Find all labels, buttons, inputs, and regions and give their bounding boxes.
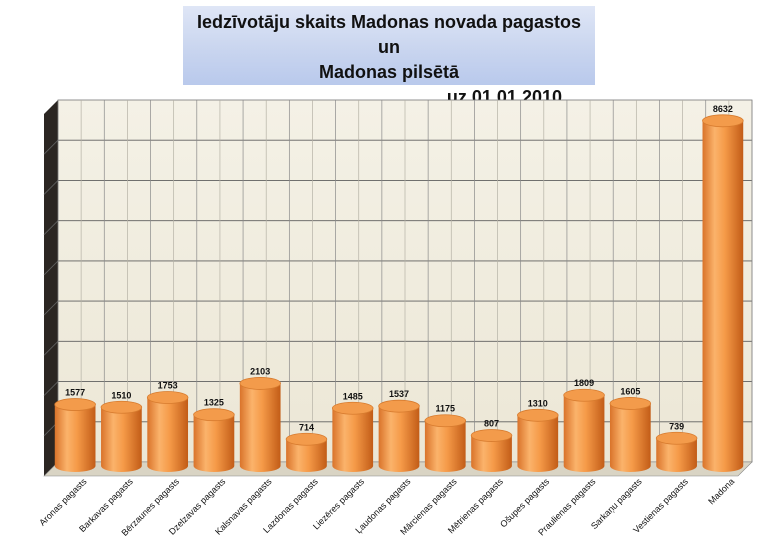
bar-body bbox=[332, 408, 374, 473]
bar bbox=[54, 398, 96, 473]
value-label: 1485 bbox=[343, 391, 363, 401]
bar-top bbox=[100, 400, 143, 414]
bar-body bbox=[193, 414, 235, 472]
bar-top bbox=[146, 391, 189, 404]
value-label: 1310 bbox=[528, 398, 548, 408]
value-label: 1577 bbox=[65, 388, 85, 398]
bar bbox=[702, 114, 744, 473]
bar-body bbox=[517, 415, 559, 473]
bar-top bbox=[285, 432, 328, 446]
bar bbox=[470, 429, 513, 473]
value-label: 739 bbox=[669, 421, 684, 431]
value-label: 2103 bbox=[250, 366, 270, 376]
bar bbox=[193, 408, 235, 472]
bar-top bbox=[563, 388, 605, 402]
bar-top bbox=[378, 399, 420, 413]
bar-top bbox=[331, 401, 374, 415]
bar-top bbox=[424, 414, 467, 428]
h-gridline-side bbox=[43, 381, 59, 396]
value-label: 714 bbox=[299, 422, 314, 432]
bar bbox=[285, 432, 328, 472]
value-label: 1537 bbox=[389, 389, 409, 399]
bar bbox=[655, 431, 698, 473]
bar-body bbox=[471, 435, 512, 473]
bar-body bbox=[239, 383, 281, 472]
value-label: 1175 bbox=[436, 404, 456, 414]
chart-title-line2: Madonas pilsētā bbox=[318, 62, 460, 82]
category-label: Aronas pagasts bbox=[37, 476, 89, 528]
h-gridline-side bbox=[43, 220, 59, 235]
bar-top bbox=[54, 398, 96, 411]
bar bbox=[517, 408, 559, 473]
bar-top bbox=[193, 408, 235, 422]
bar-top bbox=[655, 431, 698, 445]
bar-body bbox=[101, 407, 142, 472]
bar-body bbox=[54, 404, 96, 473]
value-label: 1325 bbox=[204, 398, 224, 408]
bar-body bbox=[702, 120, 744, 473]
h-gridline-side bbox=[43, 300, 59, 316]
chart-title-line1: Iedzīvotāju skaits Madonas novada pagast… bbox=[196, 12, 582, 57]
category-label: Madona bbox=[706, 476, 736, 506]
value-label: 1809 bbox=[574, 378, 594, 388]
bar-body bbox=[424, 420, 466, 472]
bar bbox=[609, 397, 652, 473]
bar-top bbox=[470, 429, 513, 442]
h-gridline-side bbox=[43, 341, 59, 356]
h-gridline-side bbox=[43, 260, 59, 276]
bar bbox=[146, 391, 189, 472]
bar-top bbox=[609, 397, 652, 410]
bar-body bbox=[147, 397, 189, 472]
side-wall bbox=[44, 100, 58, 476]
value-label: 1510 bbox=[111, 390, 131, 400]
bar-body bbox=[563, 395, 605, 473]
bar-body bbox=[378, 406, 420, 473]
bar bbox=[378, 399, 420, 473]
bar-body bbox=[656, 438, 697, 473]
bar-body bbox=[286, 439, 327, 472]
chart-title: Iedzīvotāju skaits Madonas novada pagast… bbox=[183, 6, 595, 107]
h-gridline-side bbox=[43, 180, 59, 195]
bar bbox=[331, 401, 374, 473]
bar-top bbox=[702, 114, 744, 128]
bar bbox=[424, 414, 467, 472]
bar-top bbox=[239, 377, 281, 390]
value-label: 8632 bbox=[713, 104, 733, 114]
bar bbox=[100, 400, 143, 472]
bar bbox=[239, 377, 281, 472]
h-gridline-side bbox=[43, 139, 59, 155]
bar-body bbox=[609, 403, 651, 473]
value-label: 1605 bbox=[620, 386, 640, 396]
value-label: 807 bbox=[484, 419, 499, 429]
bar-top bbox=[517, 408, 559, 422]
bar-series bbox=[54, 114, 744, 473]
bar bbox=[563, 388, 605, 473]
data-labels: 1577 1510 1753 1325 2103 714 1485 1537 1175 807 13… bbox=[65, 104, 733, 432]
category-label: Ošupes pagasts bbox=[498, 476, 551, 529]
value-label: 1753 bbox=[158, 380, 178, 390]
